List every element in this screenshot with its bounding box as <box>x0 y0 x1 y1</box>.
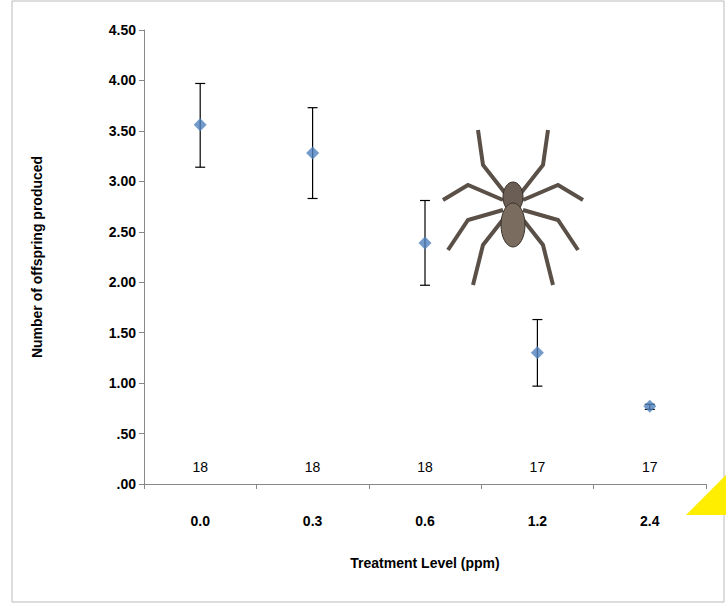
svg-text:0.0: 0.0 <box>190 513 210 529</box>
svg-text:3.50: 3.50 <box>109 123 136 139</box>
svg-text:0.3: 0.3 <box>303 513 323 529</box>
svg-text:18: 18 <box>417 459 433 475</box>
svg-text:4.00: 4.00 <box>109 72 136 88</box>
svg-text:.00: .00 <box>117 476 137 492</box>
svg-text:18: 18 <box>192 459 208 475</box>
svg-text:1.50: 1.50 <box>109 325 136 341</box>
svg-text:17: 17 <box>642 459 658 475</box>
svg-text:0.6: 0.6 <box>415 513 435 529</box>
svg-text:Number of offspring produced: Number of offspring produced <box>29 156 45 358</box>
svg-text:2.50: 2.50 <box>109 224 136 240</box>
svg-text:Treatment Level (ppm): Treatment Level (ppm) <box>350 555 499 571</box>
svg-text:2.00: 2.00 <box>109 274 136 290</box>
svg-text:1.2: 1.2 <box>528 513 548 529</box>
svg-text:18: 18 <box>305 459 321 475</box>
svg-text:2.4: 2.4 <box>640 513 660 529</box>
svg-text:.50: .50 <box>117 426 137 442</box>
svg-text:1.00: 1.00 <box>109 375 136 391</box>
svg-text:3.00: 3.00 <box>109 173 136 189</box>
svg-text:4.50: 4.50 <box>109 22 136 38</box>
svg-text:17: 17 <box>530 459 546 475</box>
